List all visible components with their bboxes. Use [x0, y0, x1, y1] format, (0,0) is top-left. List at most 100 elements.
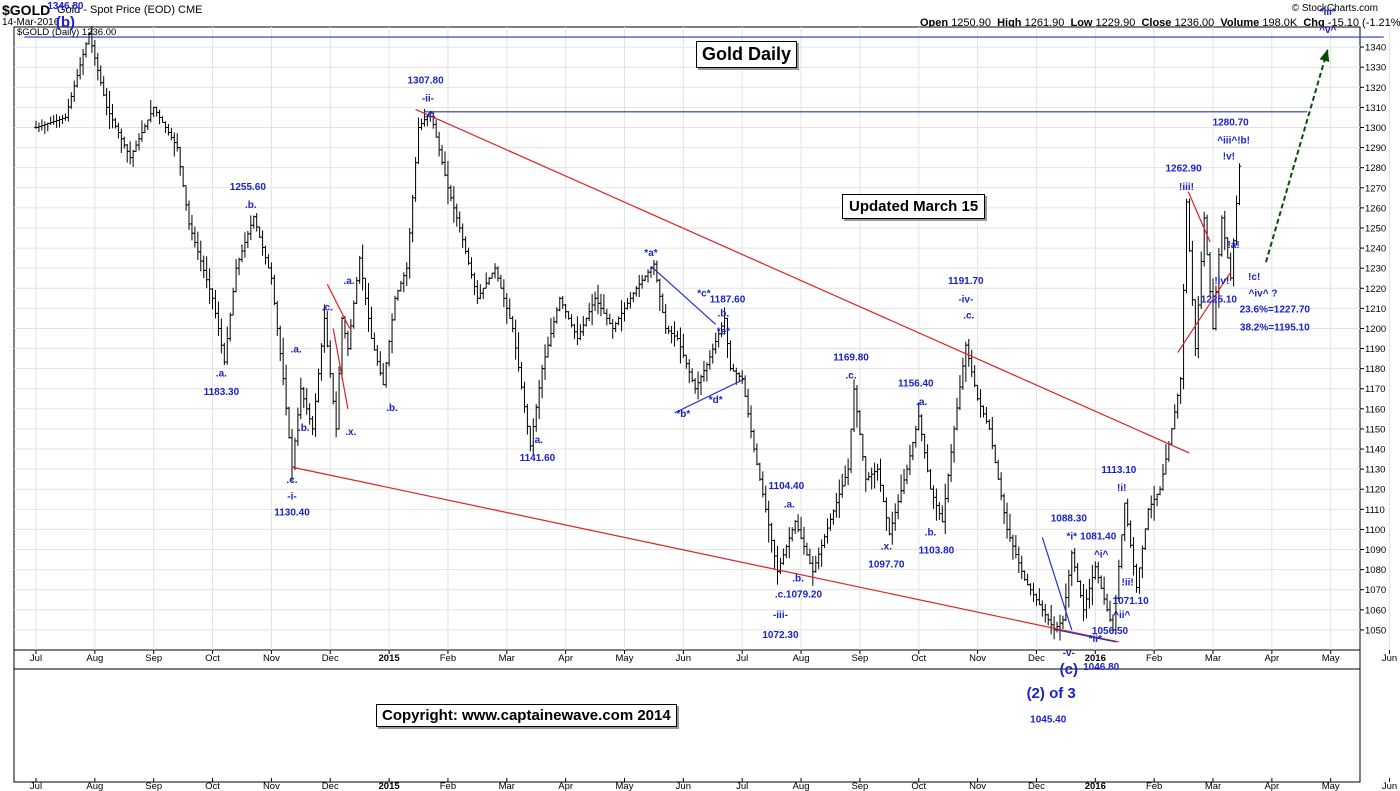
y-tick-label: 1160	[1365, 404, 1385, 415]
x-tick-label: Sep	[851, 653, 868, 664]
channel-line	[1187, 191, 1211, 243]
wave-label: .c.	[775, 590, 786, 601]
copyright-box: Copyright: www.captainewave.com 2014	[376, 704, 677, 727]
x-tick-label-bottom: Oct	[911, 781, 926, 791]
y-tick-label: 1150	[1365, 424, 1385, 435]
price-panel	[13, 26, 1361, 651]
x-tick-label: Dec	[1028, 653, 1045, 664]
wave-label: .b.	[925, 527, 937, 538]
wave-label: 1097.70	[868, 560, 905, 571]
y-tick-label: 1230	[1365, 264, 1386, 275]
x-tick-label-bottom: Jul	[30, 781, 42, 791]
wave-label: !iii!	[1179, 182, 1194, 193]
y-tick-label: 1130	[1365, 465, 1385, 476]
x-tick-label: Apr	[558, 653, 573, 664]
y-tick-label: 1340	[1365, 43, 1386, 54]
x-tick-label-bottom: Dec	[322, 781, 339, 791]
header-description: Gold - Spot Price (EOD) CME	[57, 4, 203, 16]
x-tick-label: Oct	[205, 653, 220, 664]
x-tick-label: Nov	[969, 653, 986, 664]
wave-label: .c.	[322, 302, 333, 313]
wave-label: *e*	[717, 326, 730, 337]
x-tick-label-bottom: Jul	[736, 781, 748, 791]
wave-label: .c.	[286, 475, 297, 486]
legend-line: $GOLD (Daily) 1236.00	[17, 27, 116, 38]
x-tick-label-bottom: Sep	[145, 781, 162, 791]
wave-label: .c.	[846, 371, 857, 382]
x-tick-label: May	[616, 653, 634, 664]
x-tick-label: Dec	[322, 653, 339, 664]
wave-label: 38.2%=1195.10	[1240, 322, 1310, 333]
y-tick-label: 1170	[1365, 384, 1385, 395]
x-tick-label-bottom: May	[616, 781, 634, 791]
wave-label: 1071.10	[1113, 596, 1150, 607]
wave-label: !a!	[1227, 240, 1239, 251]
y-tick-label: 1240	[1365, 244, 1386, 255]
wave-trendline	[674, 378, 746, 414]
wave-label: .c.	[425, 109, 436, 120]
y-tick-label: 1180	[1365, 364, 1385, 375]
x-tick-label-bottom: 2016	[1085, 781, 1106, 791]
wave-label: 1183.30	[204, 387, 240, 398]
wave-label: 1045.40	[1030, 714, 1067, 725]
wave-label: !i!	[1117, 483, 1126, 494]
wave-label: .c.	[963, 310, 974, 321]
wave-label: *a*	[644, 248, 657, 259]
x-tick-label: Aug	[86, 653, 103, 664]
brand-link[interactable]: © StockCharts.com	[1291, 3, 1378, 14]
header-date: 14-Mar-2016	[2, 17, 60, 28]
y-tick-label: 1080	[1365, 565, 1386, 576]
wave-label: 1130.40	[274, 507, 310, 518]
header-exchange: CME	[178, 4, 203, 16]
x-tick-label: Apr	[1264, 653, 1279, 664]
wave-label: !ii!	[1122, 578, 1134, 589]
x-tick-label: May	[1322, 653, 1340, 664]
y-tick-label: 1330	[1365, 63, 1386, 74]
x-tick-label-bottom: 2015	[379, 781, 401, 791]
y-tick-label: 1320	[1365, 83, 1386, 94]
wave-label: 1056.50	[1092, 626, 1129, 637]
x-tick-label: Mar	[499, 653, 515, 664]
wave-label: *ii*	[1089, 634, 1102, 645]
projection-arrow	[1265, 48, 1329, 263]
x-tick-label-bottom: May	[1322, 781, 1340, 791]
x-tick-label: Jun	[1382, 653, 1397, 664]
channel-line	[326, 283, 351, 329]
wave-label: .a.	[784, 499, 795, 510]
wave-label: !iv!	[1214, 276, 1229, 287]
wave-label: 1072.30	[762, 630, 799, 641]
x-tick-label: Nov	[263, 653, 280, 664]
wave-label: 23.6%=1227.70	[1240, 304, 1311, 315]
x-tick-label-bottom: Aug	[793, 781, 810, 791]
wave-label: -ii-	[422, 93, 434, 104]
wave-label: *i*	[1066, 531, 1077, 542]
wave-label: 1169.80	[833, 353, 869, 364]
wave-label: (2) of 3	[1027, 685, 1076, 702]
wave-label: *iii*	[1320, 7, 1336, 18]
x-tick-label: 2016	[1085, 653, 1106, 664]
wave-label: .b.	[792, 574, 804, 585]
wave-label: .a.	[916, 397, 927, 408]
wave-label: ^ii^	[1113, 610, 1130, 621]
x-tick-label-bottom: Apr	[558, 781, 573, 791]
x-tick-label-bottom: Jun	[1382, 781, 1397, 791]
x-tick-label-bottom: Mar	[499, 781, 515, 791]
wave-label: (b)	[56, 14, 75, 31]
y-tick-label: 1140	[1365, 445, 1385, 456]
y-tick-label: 1110	[1365, 505, 1385, 516]
x-tick-label-bottom: Dec	[1028, 781, 1045, 791]
wave-label: !c!	[1248, 272, 1260, 283]
x-tick-label: Feb	[1146, 653, 1162, 664]
y-tick-label: 1200	[1365, 324, 1386, 335]
y-tick-label: 1300	[1365, 123, 1386, 134]
x-tick-label-bottom: Feb	[1146, 781, 1162, 791]
y-tick-label: 1210	[1365, 304, 1386, 315]
wave-label: *c*	[697, 288, 710, 299]
y-tick-label: 1070	[1365, 585, 1386, 596]
wave-label: .a.	[291, 345, 302, 356]
wave-label: -i-	[287, 491, 296, 502]
wave-label: 1262.90	[1165, 164, 1202, 175]
y-tick-label: 1260	[1365, 203, 1386, 214]
wave-label: 1156.40	[898, 379, 934, 390]
wave-label: *d*	[709, 395, 723, 406]
